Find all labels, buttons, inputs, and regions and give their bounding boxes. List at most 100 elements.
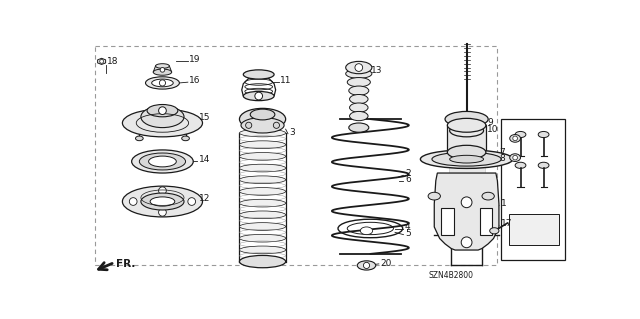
Ellipse shape (122, 186, 202, 217)
Ellipse shape (360, 227, 372, 235)
Ellipse shape (243, 92, 274, 101)
Ellipse shape (156, 64, 170, 68)
Circle shape (461, 197, 472, 208)
Ellipse shape (490, 228, 499, 234)
Ellipse shape (140, 153, 186, 170)
Ellipse shape (239, 256, 285, 268)
Text: FR.: FR. (116, 259, 136, 269)
Ellipse shape (538, 131, 549, 137)
Ellipse shape (239, 129, 285, 137)
Polygon shape (435, 173, 499, 250)
Ellipse shape (153, 69, 172, 75)
Ellipse shape (509, 135, 520, 142)
Circle shape (246, 122, 252, 128)
Circle shape (513, 136, 517, 141)
Ellipse shape (450, 155, 484, 163)
Text: 13: 13 (371, 66, 383, 75)
Ellipse shape (141, 106, 184, 128)
Ellipse shape (348, 78, 371, 87)
Ellipse shape (141, 193, 184, 210)
Text: 20: 20 (380, 259, 392, 268)
Ellipse shape (445, 111, 488, 127)
Circle shape (461, 237, 472, 248)
Circle shape (513, 155, 517, 160)
Text: 1: 1 (500, 199, 506, 208)
Ellipse shape (239, 234, 285, 242)
Ellipse shape (447, 118, 486, 132)
Ellipse shape (239, 258, 285, 265)
Ellipse shape (349, 94, 368, 104)
Circle shape (159, 187, 166, 195)
Ellipse shape (357, 261, 376, 270)
Bar (509, 214, 559, 245)
Ellipse shape (243, 70, 274, 79)
Text: 14: 14 (198, 155, 210, 164)
Circle shape (160, 68, 164, 72)
Ellipse shape (349, 123, 369, 132)
Polygon shape (98, 58, 106, 64)
Ellipse shape (239, 152, 285, 160)
Circle shape (159, 107, 166, 115)
Text: 8: 8 (499, 154, 505, 163)
Bar (447, 125, 486, 152)
Text: 4: 4 (405, 222, 411, 231)
Ellipse shape (239, 246, 285, 254)
Ellipse shape (349, 103, 368, 112)
Ellipse shape (239, 108, 285, 130)
Ellipse shape (136, 136, 143, 141)
Text: 16: 16 (189, 76, 201, 85)
Ellipse shape (515, 162, 526, 168)
Ellipse shape (482, 192, 494, 200)
Ellipse shape (432, 152, 501, 166)
Ellipse shape (447, 145, 486, 159)
Text: 5: 5 (405, 229, 411, 238)
Ellipse shape (239, 164, 285, 172)
Ellipse shape (239, 188, 285, 195)
Circle shape (188, 198, 196, 205)
Ellipse shape (428, 192, 440, 200)
Ellipse shape (450, 124, 484, 137)
Text: 12: 12 (198, 194, 210, 203)
Ellipse shape (241, 118, 284, 133)
Bar (480, 208, 492, 235)
Text: 10: 10 (488, 125, 499, 134)
Ellipse shape (420, 150, 513, 168)
Ellipse shape (538, 162, 549, 168)
Ellipse shape (145, 77, 179, 89)
Ellipse shape (349, 111, 368, 121)
Ellipse shape (239, 223, 285, 230)
Text: SZN4B2800: SZN4B2800 (428, 271, 473, 280)
Ellipse shape (150, 197, 175, 206)
Circle shape (100, 59, 104, 63)
Text: 17: 17 (500, 219, 512, 227)
Text: 15: 15 (198, 113, 210, 122)
Circle shape (355, 64, 363, 71)
Ellipse shape (515, 131, 526, 137)
Ellipse shape (250, 109, 275, 120)
Circle shape (159, 208, 166, 216)
Ellipse shape (509, 154, 520, 161)
Text: 11: 11 (280, 76, 292, 85)
Circle shape (129, 198, 137, 205)
Ellipse shape (132, 150, 193, 173)
Circle shape (364, 262, 369, 269)
Ellipse shape (182, 136, 189, 141)
Ellipse shape (346, 61, 372, 74)
Text: 7: 7 (499, 148, 505, 157)
Text: 19: 19 (189, 55, 201, 64)
Circle shape (255, 92, 262, 100)
Ellipse shape (239, 211, 285, 219)
Ellipse shape (122, 109, 202, 137)
Text: 18: 18 (107, 57, 118, 66)
Ellipse shape (152, 79, 173, 87)
Ellipse shape (147, 105, 178, 117)
Ellipse shape (239, 141, 285, 149)
Ellipse shape (239, 176, 285, 184)
Text: 3: 3 (289, 128, 295, 137)
Circle shape (273, 122, 280, 128)
Circle shape (159, 80, 166, 86)
Text: 9: 9 (488, 118, 493, 128)
Bar (501, 119, 565, 260)
Polygon shape (153, 66, 172, 72)
Bar (441, 208, 454, 235)
